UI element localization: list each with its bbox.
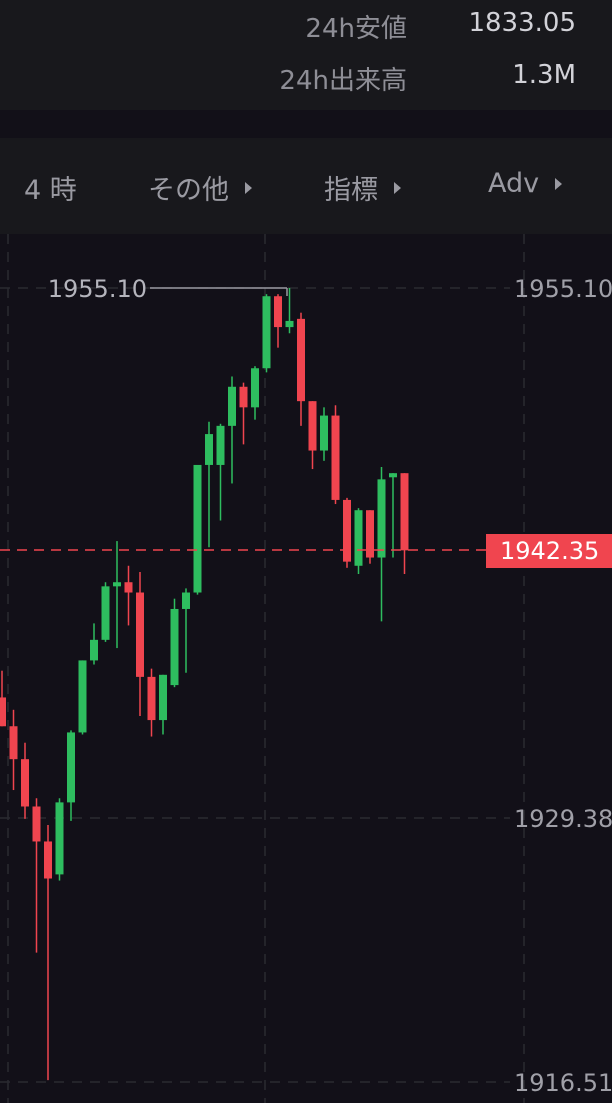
candle-up bbox=[377, 479, 386, 558]
candle-up bbox=[216, 425, 225, 465]
candle-up bbox=[101, 586, 110, 640]
section-divider bbox=[0, 110, 612, 138]
candle-up bbox=[90, 639, 98, 661]
candle-up bbox=[389, 473, 397, 478]
volume-24h-label: 24h出来高 bbox=[279, 66, 407, 96]
candle-down bbox=[124, 582, 133, 593]
indicators-label: 指標 bbox=[324, 175, 378, 206]
low-24h-value: 1833.05 bbox=[468, 8, 576, 38]
candle-down bbox=[239, 386, 248, 408]
adv-label: Adv bbox=[488, 168, 540, 199]
candle-up bbox=[182, 592, 190, 609]
candle-down bbox=[366, 510, 374, 558]
y-axis-tick-label: 1916.51 bbox=[514, 1069, 612, 1097]
caret-right-icon bbox=[394, 181, 401, 194]
candle-up bbox=[55, 802, 64, 875]
candle-down bbox=[136, 592, 144, 677]
indicators-button[interactable]: 指標 bbox=[324, 168, 401, 207]
candle-up bbox=[113, 582, 121, 587]
candle-up bbox=[193, 464, 202, 593]
candle-down bbox=[9, 726, 18, 760]
candle-down bbox=[331, 415, 340, 500]
candle-down bbox=[44, 841, 52, 879]
candle-up bbox=[228, 386, 236, 426]
high-marker-label: 1955.10 bbox=[48, 275, 147, 303]
candle-down bbox=[297, 318, 305, 402]
current-price-tag bbox=[486, 534, 612, 568]
chart-toolbar: 4 時 その他 指標 Adv bbox=[0, 138, 612, 234]
market-stats-panel: 24h安値 1833.05 24h出来高 1.3M bbox=[0, 0, 612, 110]
candle-down bbox=[32, 806, 41, 842]
more-button[interactable]: その他 bbox=[148, 168, 252, 207]
candle-up bbox=[320, 415, 328, 451]
candle-up bbox=[285, 320, 294, 328]
adv-button[interactable]: Adv bbox=[488, 168, 563, 199]
candle-up bbox=[354, 510, 363, 566]
candle-down bbox=[147, 676, 156, 721]
volume-24h-value: 1.3M bbox=[512, 60, 576, 90]
candle-up bbox=[262, 296, 271, 369]
candle-down bbox=[400, 473, 409, 551]
interval-label: 4 時 bbox=[24, 175, 77, 206]
candle-down bbox=[274, 296, 282, 328]
candle-down bbox=[0, 697, 6, 727]
candle-up bbox=[67, 732, 75, 803]
candle-down bbox=[308, 401, 317, 451]
y-axis-tick-label: 1955.10 bbox=[514, 275, 612, 303]
more-label: その他 bbox=[148, 175, 229, 206]
caret-right-icon bbox=[245, 181, 252, 194]
candle-down bbox=[21, 759, 29, 807]
candle-up bbox=[159, 674, 167, 721]
candlestick-chart[interactable]: 1955.10 1955.10 1929.38 1916.51 1942.35 bbox=[0, 234, 612, 1103]
current-price-label: 1942.35 bbox=[500, 537, 599, 565]
caret-right-icon bbox=[555, 177, 563, 190]
y-axis-tick-label: 1929.38 bbox=[514, 805, 612, 833]
candle-up bbox=[170, 608, 179, 686]
candle-up bbox=[205, 434, 213, 465]
candle-up bbox=[251, 368, 259, 408]
candles-group bbox=[0, 288, 409, 1081]
candle-down bbox=[343, 499, 351, 562]
low-24h-label: 24h安値 bbox=[305, 14, 407, 44]
interval-button[interactable]: 4 時 bbox=[24, 168, 77, 207]
candle-up bbox=[78, 660, 87, 733]
